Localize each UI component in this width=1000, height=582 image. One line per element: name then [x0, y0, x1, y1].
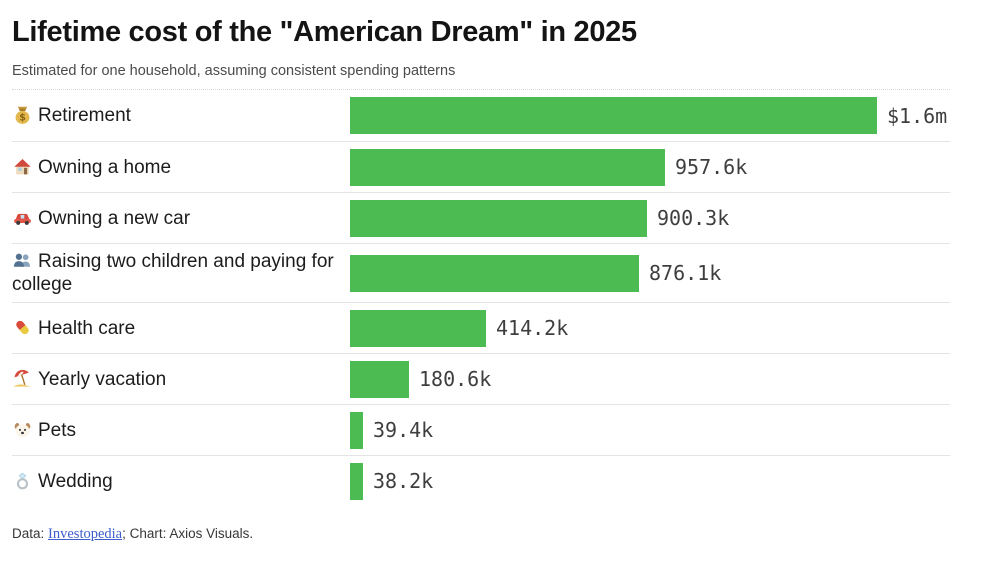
value-bar — [350, 462, 363, 500]
category-label-text: Owning a new car — [38, 207, 191, 229]
money-bag-icon: $ — [12, 104, 33, 125]
value-label: 900.3k — [657, 206, 730, 230]
category-label: Raising two children and paying for coll… — [12, 250, 350, 296]
bar-area: 957.6k — [350, 148, 950, 186]
value-bar — [350, 411, 363, 449]
ring-icon — [12, 470, 33, 491]
bar-area: 414.2k — [350, 309, 950, 347]
bar-area: 180.6k — [350, 360, 950, 398]
beach-umbrella-icon — [12, 368, 33, 389]
value-bar — [350, 97, 877, 134]
source-note: Data: Investopedia; Chart: Axios Visuals… — [12, 525, 950, 543]
pill-icon — [12, 317, 33, 338]
bar-area: 38.2k — [350, 462, 950, 500]
two-people-icon — [12, 250, 33, 271]
category-label-text: Retirement — [38, 105, 131, 126]
value-label: 414.2k — [496, 316, 569, 340]
chart-title: Lifetime cost of the "American Dream" in… — [12, 16, 637, 48]
chart-subtitle: Estimated for one household, assuming co… — [12, 63, 456, 79]
value-label: 957.6k — [675, 155, 748, 179]
source-link-investopedia[interactable]: Investopedia — [48, 526, 123, 542]
value-label: 180.6k — [419, 367, 492, 391]
value-label: 876.1k — [649, 261, 722, 285]
chart-row: Yearly vacation 180.6k — [12, 353, 950, 404]
bar-area: $1.6m — [350, 97, 950, 134]
category-label: Owning a new car — [12, 207, 350, 230]
bar-area: 876.1k — [350, 254, 950, 292]
category-label-text: Yearly vacation — [38, 368, 167, 390]
house-icon — [12, 156, 33, 177]
chart-row: Owning a new car 900.3k — [12, 192, 950, 243]
category-label-text: Raising two children and paying for coll… — [12, 251, 334, 295]
category-label-text: Health care — [38, 317, 136, 339]
value-bar — [350, 199, 647, 237]
value-label: 39.4k — [373, 418, 434, 442]
chart-card: Lifetime cost of the "American Dream" in… — [12, 16, 950, 543]
chart-row: Health care 414.2k — [12, 302, 950, 353]
source-suffix: ; Chart: Axios Visuals. — [122, 526, 254, 541]
chart-row: Owning a home 957.6k — [12, 141, 950, 192]
chart-row: Wedding 38.2k — [12, 455, 950, 506]
value-bar — [350, 254, 639, 292]
svg-text:$: $ — [19, 113, 26, 124]
category-label-text: Wedding — [38, 470, 113, 492]
category-label: Wedding — [12, 470, 350, 493]
chart-row: Pets 39.4k — [12, 404, 950, 455]
chart-row: $ Retirement $1.6m — [12, 90, 950, 141]
value-label: $1.6m — [887, 103, 948, 128]
car-icon — [12, 207, 33, 228]
value-label: 38.2k — [373, 469, 434, 493]
chart-rows: $ Retirement $1.6m Owning a home 957.6k O… — [12, 89, 950, 506]
value-bar — [350, 148, 665, 186]
category-label: Health care — [12, 317, 350, 340]
chart-row: Raising two children and paying for coll… — [12, 243, 950, 302]
value-bar — [350, 360, 409, 398]
dog-face-icon — [12, 419, 33, 440]
category-label: Yearly vacation — [12, 368, 350, 391]
category-label: Pets — [12, 419, 350, 442]
category-label: Owning a home — [12, 156, 350, 179]
bar-area: 39.4k — [350, 411, 950, 449]
category-label: $ Retirement — [12, 104, 350, 127]
value-bar — [350, 309, 486, 347]
bar-area: 900.3k — [350, 199, 950, 237]
source-prefix: Data: — [12, 526, 49, 541]
category-label-text: Pets — [38, 419, 77, 441]
category-label-text: Owning a home — [38, 156, 172, 178]
